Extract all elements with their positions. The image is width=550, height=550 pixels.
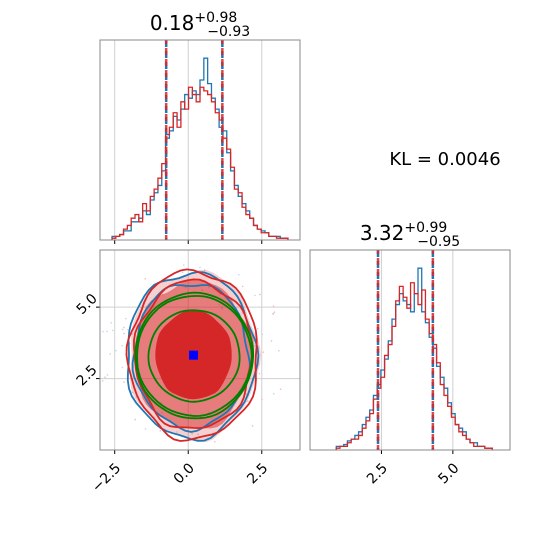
scatter-point — [191, 432, 193, 435]
scatter-point — [182, 264, 185, 266]
title-y-minus: −0.95 — [417, 234, 460, 250]
hist-y-xtick-label: 5.0 — [435, 460, 462, 487]
scatter-point — [134, 418, 136, 421]
scatter-point — [123, 326, 125, 329]
scatter-point — [262, 351, 265, 353]
scatter-point — [111, 329, 114, 332]
scatter-point — [127, 328, 129, 331]
contour-xtick-label: 2.5 — [244, 460, 271, 487]
scatter-point — [272, 305, 275, 307]
contour-line-series-2-level-0 — [147, 309, 241, 403]
scatter-point — [144, 428, 147, 430]
contour-line-series-1-level-0 — [155, 311, 232, 399]
scatter-point — [199, 266, 201, 269]
hist-y-series-1-step — [335, 282, 493, 450]
contour-ytick-label: 5.0 — [74, 291, 101, 318]
hist-y-series-0-step — [335, 267, 493, 450]
hist-y-frame — [309, 249, 511, 451]
histogram-x-panel — [99, 39, 301, 244]
title-x-minus: −0.93 — [207, 24, 250, 40]
scatter-point — [197, 433, 199, 435]
scatter-point — [272, 313, 275, 316]
contour-frame — [99, 249, 301, 451]
contour-line-series-0-level-1 — [126, 271, 260, 442]
contour-ytick-label: 2.5 — [74, 362, 101, 389]
scatter-point — [203, 269, 206, 271]
scatter-point — [251, 425, 254, 427]
scatter-point — [104, 376, 106, 378]
median-marker — [189, 350, 199, 360]
scatter-point — [125, 317, 127, 320]
scatter-point — [121, 328, 124, 331]
scatter-point — [109, 353, 111, 355]
scatter-point — [258, 372, 261, 375]
scatter-point — [261, 333, 264, 336]
scatter-point — [253, 345, 256, 347]
title-y-plus: +0.99 — [404, 220, 447, 236]
contour-xtick-label: −2.5 — [89, 460, 124, 495]
scatter-point — [245, 393, 247, 395]
hist-x-frame — [99, 39, 301, 241]
scatter-point — [102, 330, 104, 333]
contour-line-series-1-level-1 — [133, 278, 254, 430]
scatter-point — [121, 366, 124, 369]
hist-x-series-1-step — [111, 86, 289, 240]
scatter-point — [261, 398, 263, 401]
scatter-point — [272, 392, 275, 395]
title-x-plus: +0.98 — [194, 10, 237, 26]
scatter-point — [241, 285, 244, 288]
scatter-point — [176, 431, 178, 433]
scatter-point — [254, 294, 256, 297]
hist-y-xtick-label: 2.5 — [364, 460, 391, 487]
scatter-point — [214, 440, 216, 443]
scatter-point — [256, 327, 259, 330]
contour-line-series-2-level-1 — [136, 295, 253, 417]
scatter-point — [247, 400, 249, 402]
scatter-point — [110, 322, 113, 324]
scatter-point — [273, 311, 276, 314]
scatter-point — [101, 380, 104, 382]
contour-xtick-label: 0.0 — [171, 460, 198, 487]
scatter-point — [270, 340, 273, 342]
scatter-point — [131, 391, 134, 394]
scatter-point — [123, 381, 125, 383]
scatter-point — [258, 293, 261, 296]
scatter-point — [144, 277, 146, 280]
histogram-y-panel: 2.5 5.0 — [309, 249, 511, 487]
scatter-point — [159, 430, 162, 432]
histogram-x-title: 0.18+0.98 −0.93 — [150, 10, 250, 40]
scatter-point — [115, 349, 117, 352]
scatter-point — [131, 333, 134, 335]
scatter-point — [279, 388, 282, 390]
contour-line-series-1-level-2 — [125, 268, 258, 442]
scatter-point — [106, 330, 108, 333]
scatter-point — [238, 273, 240, 276]
scatter-point — [241, 312, 244, 314]
kl-annotation: KL = 0.0046 — [389, 149, 500, 170]
scatter-point — [278, 349, 280, 352]
scatter-point — [123, 332, 125, 335]
scatter-point — [181, 271, 184, 274]
contour-xy-panel: −2.5 0.0 2.5 2.5 5.0 — [74, 249, 301, 496]
contour-line-series-2-level-2 — [134, 291, 255, 420]
histogram-y-title: 3.32+0.99 −0.95 — [360, 220, 460, 250]
title-x-median: 0.18 — [150, 11, 195, 35]
scatter-point — [106, 374, 109, 376]
title-y-median: 3.32 — [360, 221, 405, 245]
scatter-point — [121, 344, 123, 347]
